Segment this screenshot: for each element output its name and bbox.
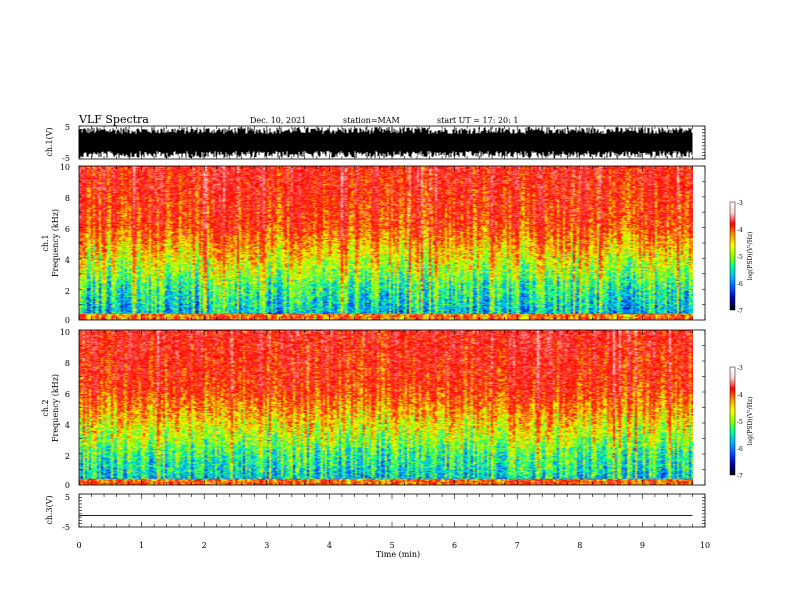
colorbar-ch2-gradient [730,367,735,475]
cbar2-tick-m3: -3 [737,365,743,372]
spectrogram-ch2-image [79,330,693,485]
ch1-ytick-4: 4 [65,256,70,265]
spectrogram-ch1-panel: 0 2 4 6 8 10 ch.1 Frequency (kHz) [41,163,706,325]
x-tick-label: 7 [515,541,520,550]
ch3-waveform-ylabel: ch.3(V) [45,495,54,524]
waveform-ch3-panel: 5 -5 ch.3(V) [45,493,706,532]
x-tick-label: 3 [264,541,269,550]
ch2-ytick-8: 8 [65,359,70,368]
figure-title: VLF Spectra [78,113,149,126]
cbar1-tick-m5: -5 [737,254,743,261]
station-label: station=MAM [343,116,400,125]
waveform-ch1-panel: 5 -5 ch.1(V) [45,123,706,163]
waveform-ch1-path [78,127,693,158]
x-axis-tick-labels: 0 1 2 3 4 5 6 7 8 9 10 [76,541,710,550]
x-tick-label: 2 [202,541,207,550]
ch1-ytick-10: 10 [60,163,70,172]
cbar1-tick-m3: -3 [737,200,743,207]
ch2-ytick-6: 6 [65,390,70,399]
start-ut-label: start UT = 17: 20: 1 [437,116,518,125]
ch1-ytick-top: 5 [65,123,70,132]
ch2-spec-ylabel-line2: Frequency (kHz) [51,374,60,442]
x-tick-label: 9 [640,541,645,550]
ch2-ytick-4: 4 [65,421,70,430]
spectrogram-ch2-panel: 0 2 4 6 8 10 ch.2 Frequency (kHz) [41,328,706,490]
ch2-spec-ylabel-line1: ch.2 [41,399,50,416]
ch1-ytick-2: 2 [65,287,70,296]
colorbar-ch1-label: log(PSD)(V²/Hz) [747,232,754,281]
colorbar-ch1-frame [729,201,736,311]
ch1-ytick-8: 8 [65,194,70,203]
cbar2-tick-m4: -4 [737,392,743,399]
x-tick-label: 1 [139,541,144,550]
ch2-ytick-2: 2 [65,452,70,461]
cbar2-tick-m5: -5 [737,419,743,426]
colorbar-ch1: -3 -4 -5 -6 -7 log(PSD)(V²/Hz) [729,200,754,315]
colorbar-ch1-gradient [730,202,735,310]
x-tick-label: 5 [389,541,394,550]
x-tick-label: 10 [700,541,710,550]
cbar1-tick-m6: -6 [737,281,743,288]
ch1-waveform-ylabel: ch.1(V) [45,127,54,156]
x-axis-label: Time (min) [376,550,420,559]
ch1-ytick-0: 0 [65,316,70,325]
colorbar-ch2: -3 -4 -5 -6 -7 log(PSD)(V²/Hz) [729,365,754,480]
x-tick-label: 8 [577,541,582,550]
x-tick-label: 0 [76,541,81,550]
cbar1-tick-m4: -4 [737,227,743,234]
ch1-ytick-bottom: -5 [62,154,70,163]
ch1-spec-ylabel-line1: ch.1 [41,234,50,251]
ch3-ytick-top: 5 [65,493,70,502]
cbar1-tick-m7: -7 [737,308,743,315]
ch3-ytick-bottom: -5 [62,523,70,532]
x-tick-label: 4 [327,541,332,550]
ch1-spec-ylabel-line2: Frequency (kHz) [51,209,60,277]
date-label: Dec. 10, 2021 [250,116,306,125]
colorbar-ch2-frame [729,366,736,476]
cbar2-tick-m7: -7 [737,473,743,480]
spectrogram-ch1-image [79,166,693,320]
x-tick-marks [78,125,706,528]
cbar2-tick-m6: -6 [737,446,743,453]
colorbar-ch2-label: log(PSD)(V²/Hz) [747,397,754,446]
ch1-ytick-6: 6 [65,225,70,234]
x-tick-label: 6 [452,541,457,550]
ch2-ytick-10: 10 [60,328,70,337]
waveform-ch1-trace [78,127,693,158]
ch2-ytick-0: 0 [65,481,70,490]
